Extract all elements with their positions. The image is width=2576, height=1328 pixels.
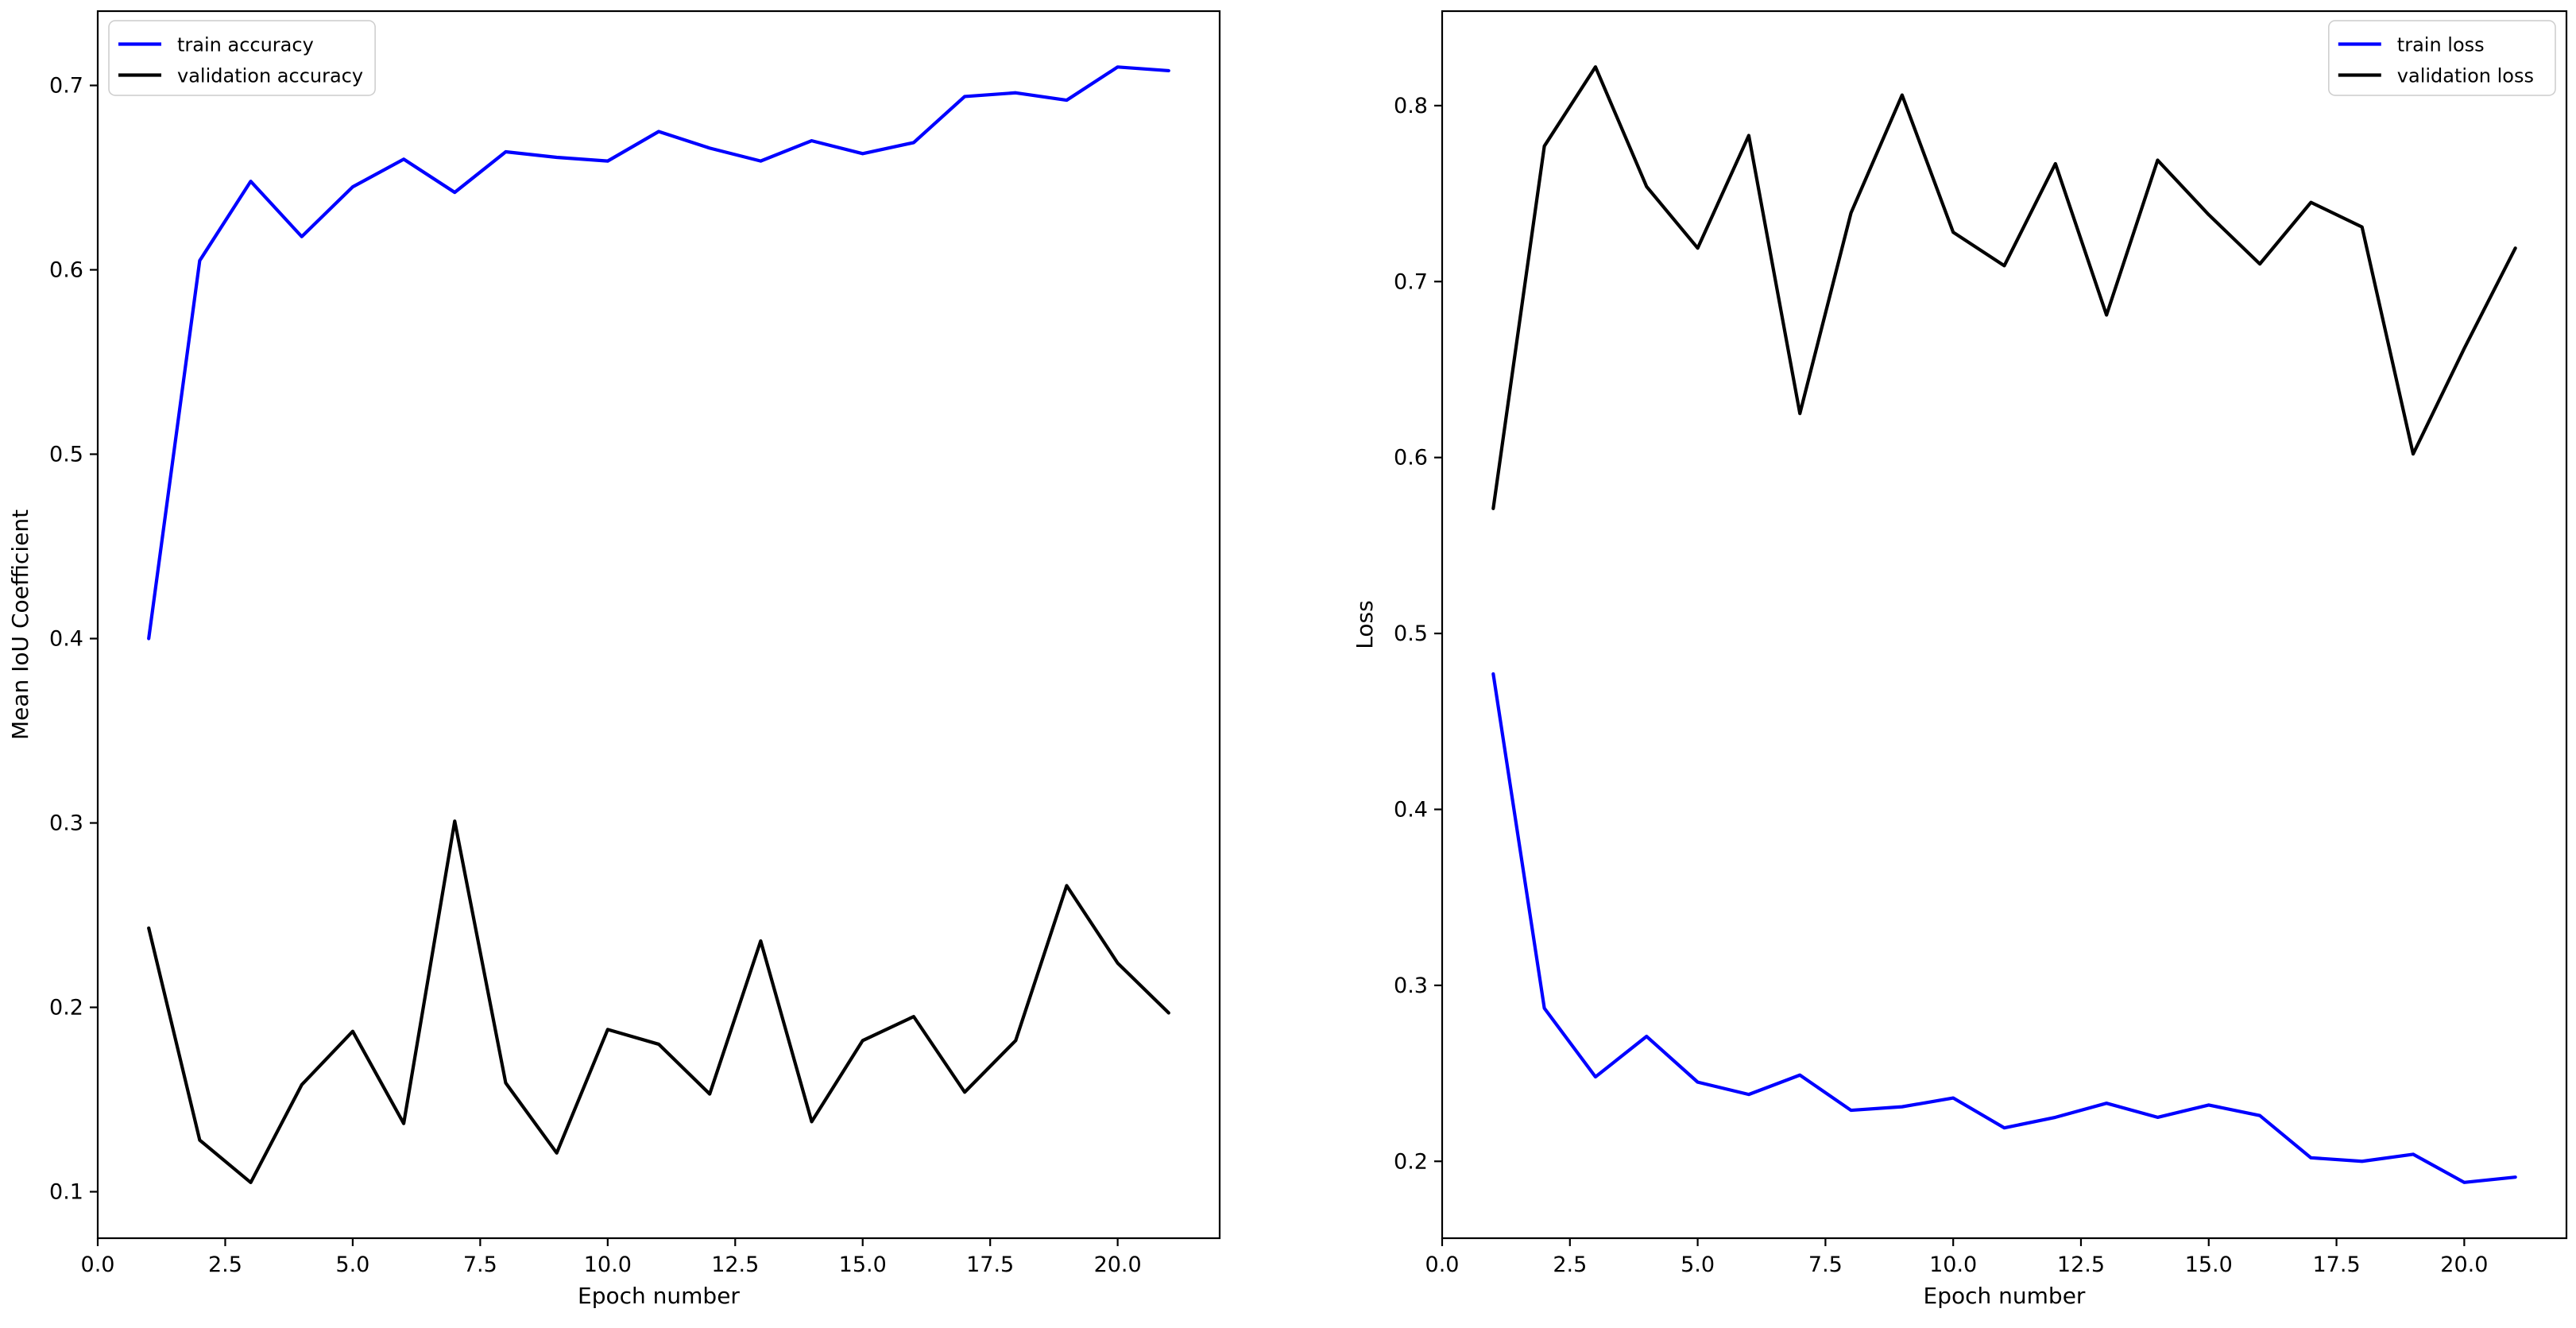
y-tick-label: 0.3: [1394, 974, 1428, 998]
x-tick-label: 15.0: [839, 1253, 887, 1277]
y-tick-label: 0.1: [49, 1180, 83, 1205]
x-tick-label: 7.5: [463, 1253, 497, 1277]
legend-box: [2328, 20, 2556, 96]
validation-accuracy-legend-label: validation accuracy: [177, 65, 363, 87]
y-axis-label: Mean IoU Coefficient: [7, 509, 33, 740]
y-tick-label: 0.4: [49, 627, 83, 652]
train-loss-line: [1491, 672, 2517, 1184]
train-loss-legend-label: train loss: [2397, 34, 2485, 56]
x-tick-label: 20.0: [2440, 1253, 2488, 1277]
y-tick-label: 0.7: [49, 73, 83, 98]
y-tick-label: 0.6: [49, 258, 83, 283]
y-axis-label: Loss: [1352, 600, 1378, 649]
x-tick-label: 12.5: [711, 1253, 759, 1277]
y-tick-label: 0.8: [1394, 94, 1428, 118]
x-axis-label: Epoch number: [1924, 1283, 2086, 1309]
y-tick-label: 0.2: [49, 996, 83, 1020]
x-tick-label: 17.5: [2313, 1253, 2361, 1277]
x-tick-label: 5.0: [335, 1253, 369, 1277]
x-tick-label: 12.5: [2057, 1253, 2105, 1277]
x-tick-label: 17.5: [966, 1253, 1014, 1277]
y-tick-label: 0.4: [1394, 797, 1428, 822]
y-tick-label: 0.7: [1394, 269, 1428, 294]
y-tick-label: 0.2: [1394, 1149, 1428, 1174]
x-tick-label: 7.5: [1808, 1253, 1843, 1277]
plot-border: [96, 10, 1221, 1240]
x-tick-label: 5.0: [1681, 1253, 1715, 1277]
x-tick-label: 10.0: [584, 1253, 632, 1277]
validation-accuracy-line: [147, 819, 1170, 1185]
x-tick-label: 2.5: [1553, 1253, 1587, 1277]
legend: train loss validation loss: [2328, 20, 2556, 96]
validation-loss-legend-label: validation loss: [2397, 65, 2534, 87]
train-accuracy-legend-label: train accuracy: [177, 34, 314, 56]
x-axis-label: Epoch number: [578, 1283, 740, 1309]
validation-loss-line: [1491, 65, 2517, 510]
y-tick-label: 0.3: [49, 811, 83, 836]
x-tick-label: 15.0: [2185, 1253, 2233, 1277]
x-tick-label: 0.0: [81, 1253, 115, 1277]
loss-chart: 0.0 2.5 5.0 7.5 10.0 12.5 15.0 17.5 20.0 0.2 0.3 0.…: [1352, 10, 2568, 1309]
x-tick-label: 0.0: [1425, 1253, 1460, 1277]
legend-box: [108, 20, 376, 96]
train-accuracy-line: [147, 65, 1170, 641]
x-tick-label: 2.5: [208, 1253, 242, 1277]
y-tick-label: 0.5: [49, 443, 83, 467]
legend: train accuracy validation accuracy: [108, 20, 376, 96]
x-tick-label: 10.0: [1929, 1253, 1977, 1277]
y-tick-label: 0.6: [1394, 446, 1428, 470]
y-tick-label: 0.5: [1394, 621, 1428, 646]
x-tick-label: 20.0: [1094, 1253, 1142, 1277]
iou-chart: 0.0 2.5 5.0 7.5 10.0 12.5 15.0 17.5 20.0 0.1 0.2 0.…: [7, 10, 1221, 1309]
plot-border: [1441, 10, 2568, 1240]
